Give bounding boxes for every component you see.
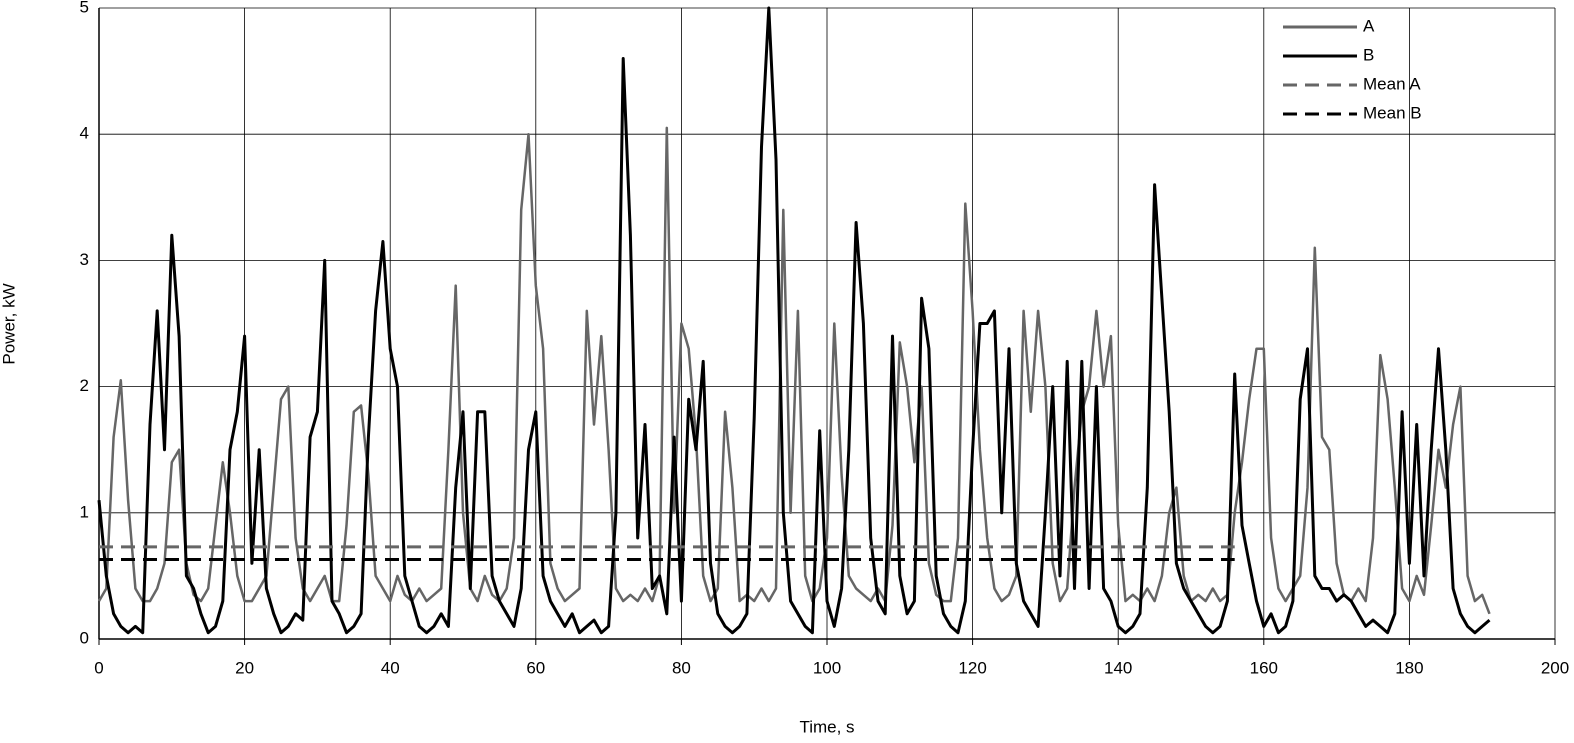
x-tick-label: 20 <box>235 658 254 677</box>
x-axis-label: Time, s <box>799 717 854 736</box>
x-tick-label: 100 <box>813 658 841 677</box>
series-line <box>97 126 1491 615</box>
y-tick-label: 1 <box>80 502 89 521</box>
legend-label: Mean A <box>1363 74 1421 93</box>
y-axis-label: Power, kW <box>0 283 18 364</box>
y-tick-label: 0 <box>80 628 89 647</box>
x-tick-label: 80 <box>672 658 691 677</box>
legend-label: A <box>1363 16 1375 35</box>
legend-label: Mean B <box>1363 103 1422 122</box>
x-tick-label: 60 <box>526 658 545 677</box>
x-tick-label: 160 <box>1250 658 1278 677</box>
x-tick-label: 40 <box>381 658 400 677</box>
x-tick-label: 0 <box>94 658 103 677</box>
y-tick-label: 2 <box>80 376 89 395</box>
x-tick-label: 120 <box>958 658 986 677</box>
y-tick-label: 4 <box>80 124 89 143</box>
x-tick-label: 180 <box>1395 658 1423 677</box>
y-tick-label: 3 <box>80 250 89 269</box>
x-tick-label: 140 <box>1104 658 1132 677</box>
series-line <box>97 6 1491 635</box>
legend-label: B <box>1363 45 1374 64</box>
y-tick-label: 5 <box>80 0 89 16</box>
x-tick-label: 200 <box>1541 658 1569 677</box>
